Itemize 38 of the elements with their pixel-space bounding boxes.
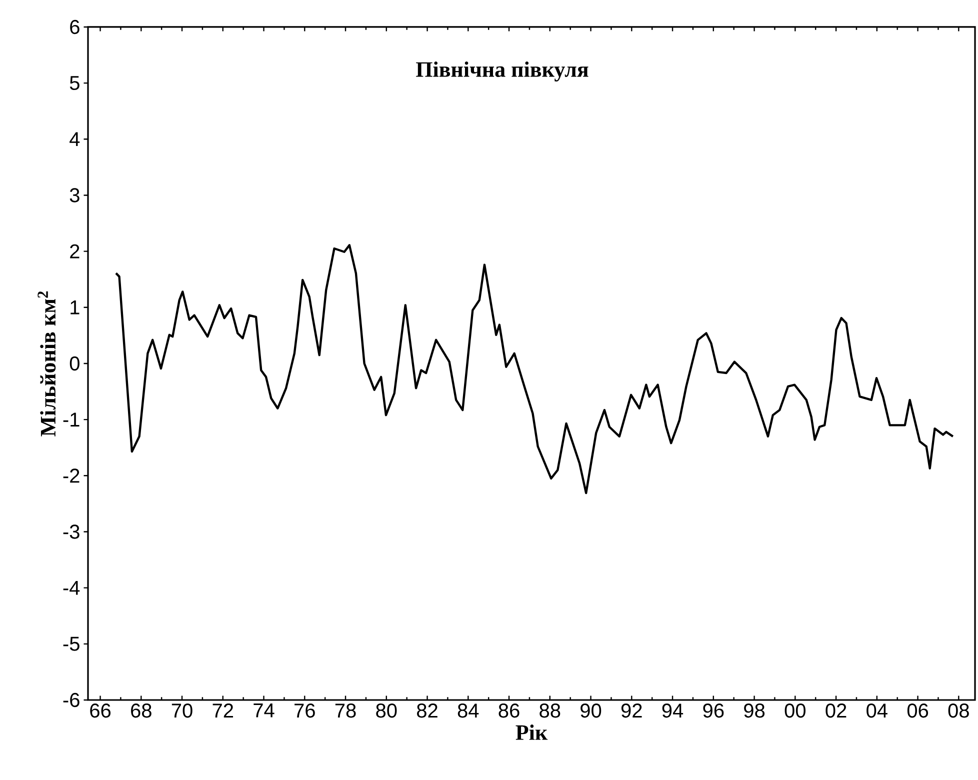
y-tick-label: -6 (63, 692, 80, 708)
x-tick-label: 02 (826, 704, 846, 718)
x-tick-label: 04 (866, 704, 888, 718)
y-tick-label: 4 (70, 132, 80, 146)
y-tick-label: -3 (63, 524, 80, 539)
x-tick-label: 66 (90, 704, 111, 718)
x-tick-label: 92 (621, 704, 642, 718)
x-tick-label: 74 (254, 704, 274, 718)
y-tick-label: 1 (70, 300, 80, 314)
x-tick-label: 76 (294, 704, 315, 718)
x-tick-label: 84 (458, 704, 479, 718)
x-tick-label: 00 (784, 704, 806, 718)
y-tick-label: -2 (63, 468, 80, 483)
x-tick-label: 68 (131, 704, 152, 718)
y-tick-label: -4 (63, 580, 80, 595)
y-tick-label: 6 (70, 20, 80, 34)
text: Північна півкуля (416, 61, 588, 82)
x-tick-label: 70 (172, 704, 192, 718)
y-tick-label: -5 (63, 636, 80, 651)
y-tick-label: 0 (70, 356, 80, 371)
x-tick-label: 80 (376, 704, 397, 718)
x-tick-label: 08 (948, 704, 969, 718)
y-tick-label: 2 (70, 244, 80, 258)
x-tick-label: 90 (580, 704, 602, 718)
x-tick-label: 88 (540, 704, 560, 718)
x-tick-label: 82 (417, 704, 438, 718)
x-tick-label: 78 (335, 704, 356, 718)
y-tick-label: 3 (70, 188, 80, 202)
x-tick-label: 86 (498, 704, 520, 718)
x-tick-label: 06 (907, 704, 928, 718)
y-tick-label: 5 (70, 76, 80, 90)
x-tick-label: 94 (662, 704, 684, 718)
y-axis-title: Мільйонів км$^{2}$ (38, 291, 56, 436)
x-axis-title: Рік (516, 724, 548, 740)
y-tick-label: -1 (63, 412, 80, 426)
x-tick-label: 72 (212, 704, 234, 718)
x-tick-label: 98 (744, 704, 765, 718)
x-tick-label: 96 (703, 704, 724, 718)
